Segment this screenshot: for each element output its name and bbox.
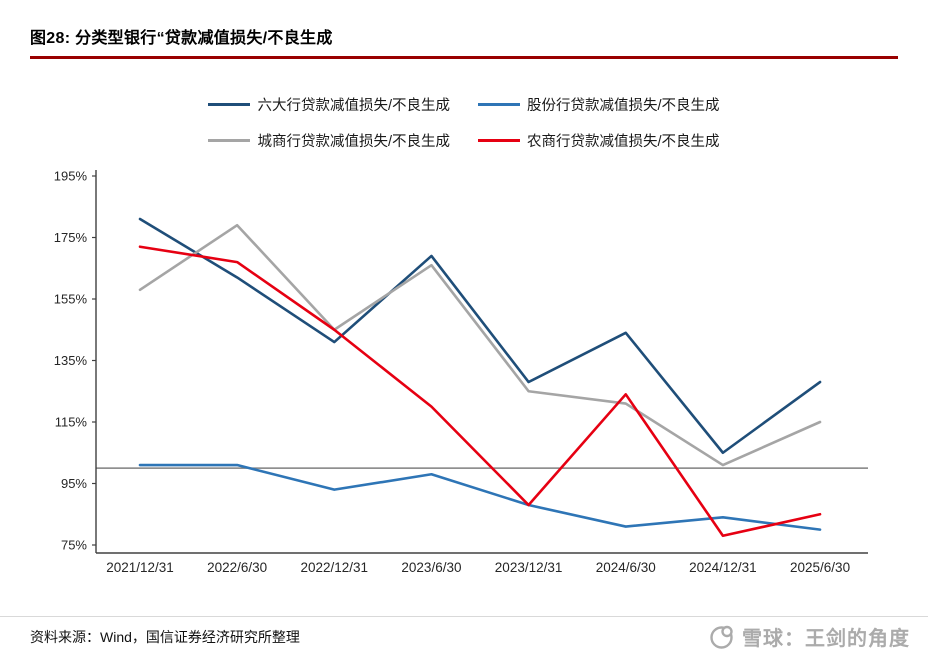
- legend-item: 农商行贷款减值损失/不良生成: [478, 130, 720, 150]
- legend-line-swatch: [478, 138, 520, 142]
- x-tick-label: 2023/6/30: [401, 560, 461, 575]
- title-underline-rule: [30, 56, 898, 59]
- legend-label: 农商行贷款减值损失/不良生成: [527, 133, 720, 150]
- legend-label: 股份行贷款减值损失/不良生成: [527, 97, 720, 114]
- y-tick-label: 175%: [54, 230, 88, 245]
- chart-area: 75% 95% 115% 135% 155% 175% 195% 2021/12/31 2022…: [28, 158, 900, 596]
- series-line-city: [138, 223, 822, 467]
- title-block: 图28: 分类型银行“贷款减值损失/不良生成: [30, 24, 898, 59]
- legend-item: 六大行贷款减值损失/不良生成: [208, 94, 450, 114]
- x-tick-label: 2023/12/31: [495, 560, 563, 575]
- y-tick-label: 155%: [54, 292, 88, 307]
- legend-label: 城商行贷款减值损失/不良生成: [257, 133, 450, 150]
- x-tick-label: 2024/12/31: [689, 560, 757, 575]
- x-tick-label: 2022/6/30: [207, 560, 267, 575]
- x-tick-label: 2021/12/31: [106, 560, 174, 575]
- x-tick-label: 2025/6/30: [790, 560, 850, 575]
- figure-title: 图28: 分类型银行“贷款减值损失/不良生成: [30, 30, 333, 47]
- source-text: 资料来源：Wind，国信证券经济研究所整理: [30, 628, 300, 645]
- x-tick-label: 2024/6/30: [596, 560, 656, 575]
- legend-line-swatch: [208, 102, 251, 106]
- y-tick-label: 195%: [54, 169, 88, 184]
- y-tick-label: 115%: [55, 415, 88, 430]
- line-chart-svg: 75% 95% 115% 135% 155% 175% 195% 2021/12/31 2022…: [54, 169, 868, 575]
- y-tick-label: 75%: [61, 538, 87, 553]
- series-line-jsb: [138, 463, 822, 531]
- legend-item: 城商行贷款减值损失/不良生成: [208, 130, 450, 150]
- legend-line-swatch: [208, 138, 251, 142]
- series-line-rural: [138, 245, 822, 538]
- legend-label: 六大行贷款减值损失/不良生成: [257, 97, 450, 114]
- legend-item: 股份行贷款减值损失/不良生成: [478, 94, 720, 114]
- footer: 资料来源：Wind，国信证券经济研究所整理 雪球：王剑的角度: [30, 622, 910, 651]
- series-line-big6: [138, 217, 822, 455]
- watermark-text: 雪球：王剑的角度: [742, 628, 910, 650]
- chart-legend: 六大行贷款减值损失/不良生成 股份行贷款减值损失/不良生成城商行贷款减值损失/不良…: [114, 94, 814, 150]
- y-tick-label: 135%: [54, 353, 88, 368]
- xueqiu-logo-icon: [710, 625, 733, 649]
- x-tick-label: 2022/12/31: [301, 560, 369, 575]
- legend-line-swatch: [478, 102, 520, 106]
- y-tick-label: 95%: [61, 476, 87, 491]
- watermark: 雪球：王剑的角度: [709, 622, 910, 651]
- footer-divider: [0, 616, 928, 617]
